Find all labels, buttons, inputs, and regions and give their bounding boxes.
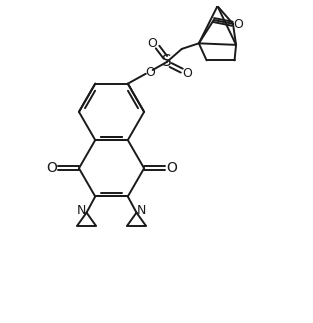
Text: O: O [233, 18, 243, 31]
Text: O: O [166, 161, 177, 175]
Text: N: N [137, 204, 146, 217]
Text: O: O [147, 37, 157, 50]
Text: O: O [145, 66, 155, 79]
Text: S: S [162, 55, 172, 69]
Text: N: N [77, 204, 86, 217]
Text: O: O [182, 67, 192, 80]
Text: O: O [46, 161, 57, 175]
